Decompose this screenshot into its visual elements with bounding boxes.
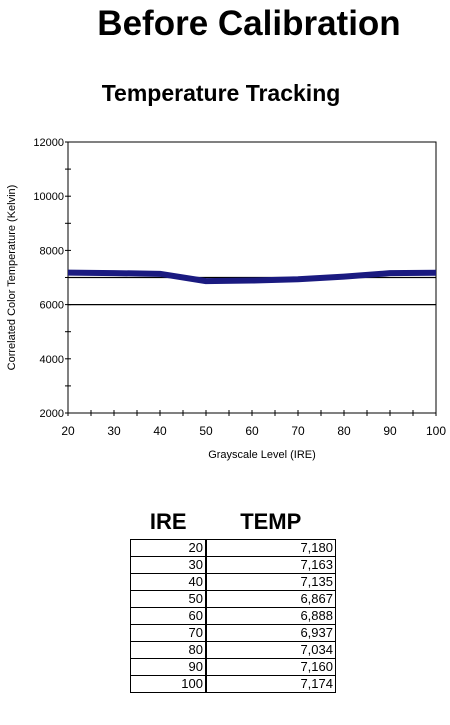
ire-cell: 40 (130, 573, 207, 591)
table-row: 90 7,160 (130, 658, 336, 676)
y-tick-label: 10000 (33, 191, 64, 203)
y-tick-label: 2000 (40, 408, 64, 420)
chart-title: Temperature Tracking (101, 80, 341, 106)
data-table: IRE TEMP 20 7,180 30 7,163 40 7,135 50 6,867 60 6… (130, 509, 336, 693)
x-tick-label: 60 (245, 424, 259, 438)
y-axis-label: Correlated Color Temperature (Kelvin) (6, 185, 18, 371)
y-tick-label: 8000 (40, 245, 64, 257)
x-tick-label: 90 (383, 424, 397, 438)
temp-cell: 7,034 (205, 641, 336, 659)
x-tick-label: 50 (199, 424, 213, 438)
temp-cell: 6,937 (205, 624, 336, 642)
series-line (67, 269, 437, 285)
table-row: 80 7,034 (130, 641, 336, 659)
temp-cell: 7,163 (205, 556, 336, 574)
x-tick-label: 80 (337, 424, 351, 438)
ire-cell: 80 (130, 641, 207, 659)
table-row: 50 6,867 (130, 590, 336, 608)
temperature-tracking-chart: 2000 4000 6000 8000 10000 12000 20 30 40 50 60 70 80… (6, 137, 446, 461)
x-tick-label: 40 (153, 424, 167, 438)
temp-cell: 7,135 (205, 573, 336, 591)
table-row: 100 7,174 (130, 675, 336, 693)
table-row: 20 7,180 (130, 539, 336, 557)
x-tick-label: 100 (426, 424, 446, 438)
temp-cell: 6,888 (205, 607, 336, 625)
temp-cell: 7,174 (205, 675, 336, 693)
temp-cell: 7,180 (205, 539, 336, 557)
table-header-row: IRE TEMP (131, 509, 336, 540)
ire-cell: 70 (130, 624, 207, 642)
ire-cell: 50 (130, 590, 207, 608)
x-tick-label: 70 (291, 424, 305, 438)
ire-cell: 90 (130, 658, 207, 676)
x-axis-label: Grayscale Level (IRE) (208, 449, 316, 461)
ire-cell: 30 (130, 556, 207, 574)
ire-cell: 100 (130, 675, 207, 693)
table-header-ire: IRE (149, 509, 187, 534)
ire-cell: 20 (130, 539, 207, 557)
page-title: Before Calibration (97, 4, 401, 43)
y-tick-label: 12000 (33, 137, 64, 149)
temp-cell: 7,160 (205, 658, 336, 676)
y-tick-label: 4000 (40, 354, 64, 366)
table-row: 30 7,163 (130, 556, 336, 574)
y-tick-label: 6000 (40, 300, 64, 312)
table-row: 60 6,888 (130, 607, 336, 625)
table-row: 70 6,937 (130, 624, 336, 642)
temp-cell: 6,867 (205, 590, 336, 608)
x-tick-label: 30 (107, 424, 121, 438)
x-tick-label: 20 (61, 424, 75, 438)
ire-cell: 60 (130, 607, 207, 625)
table-header-temp: TEMP (240, 509, 302, 534)
table-row: 40 7,135 (130, 573, 336, 591)
